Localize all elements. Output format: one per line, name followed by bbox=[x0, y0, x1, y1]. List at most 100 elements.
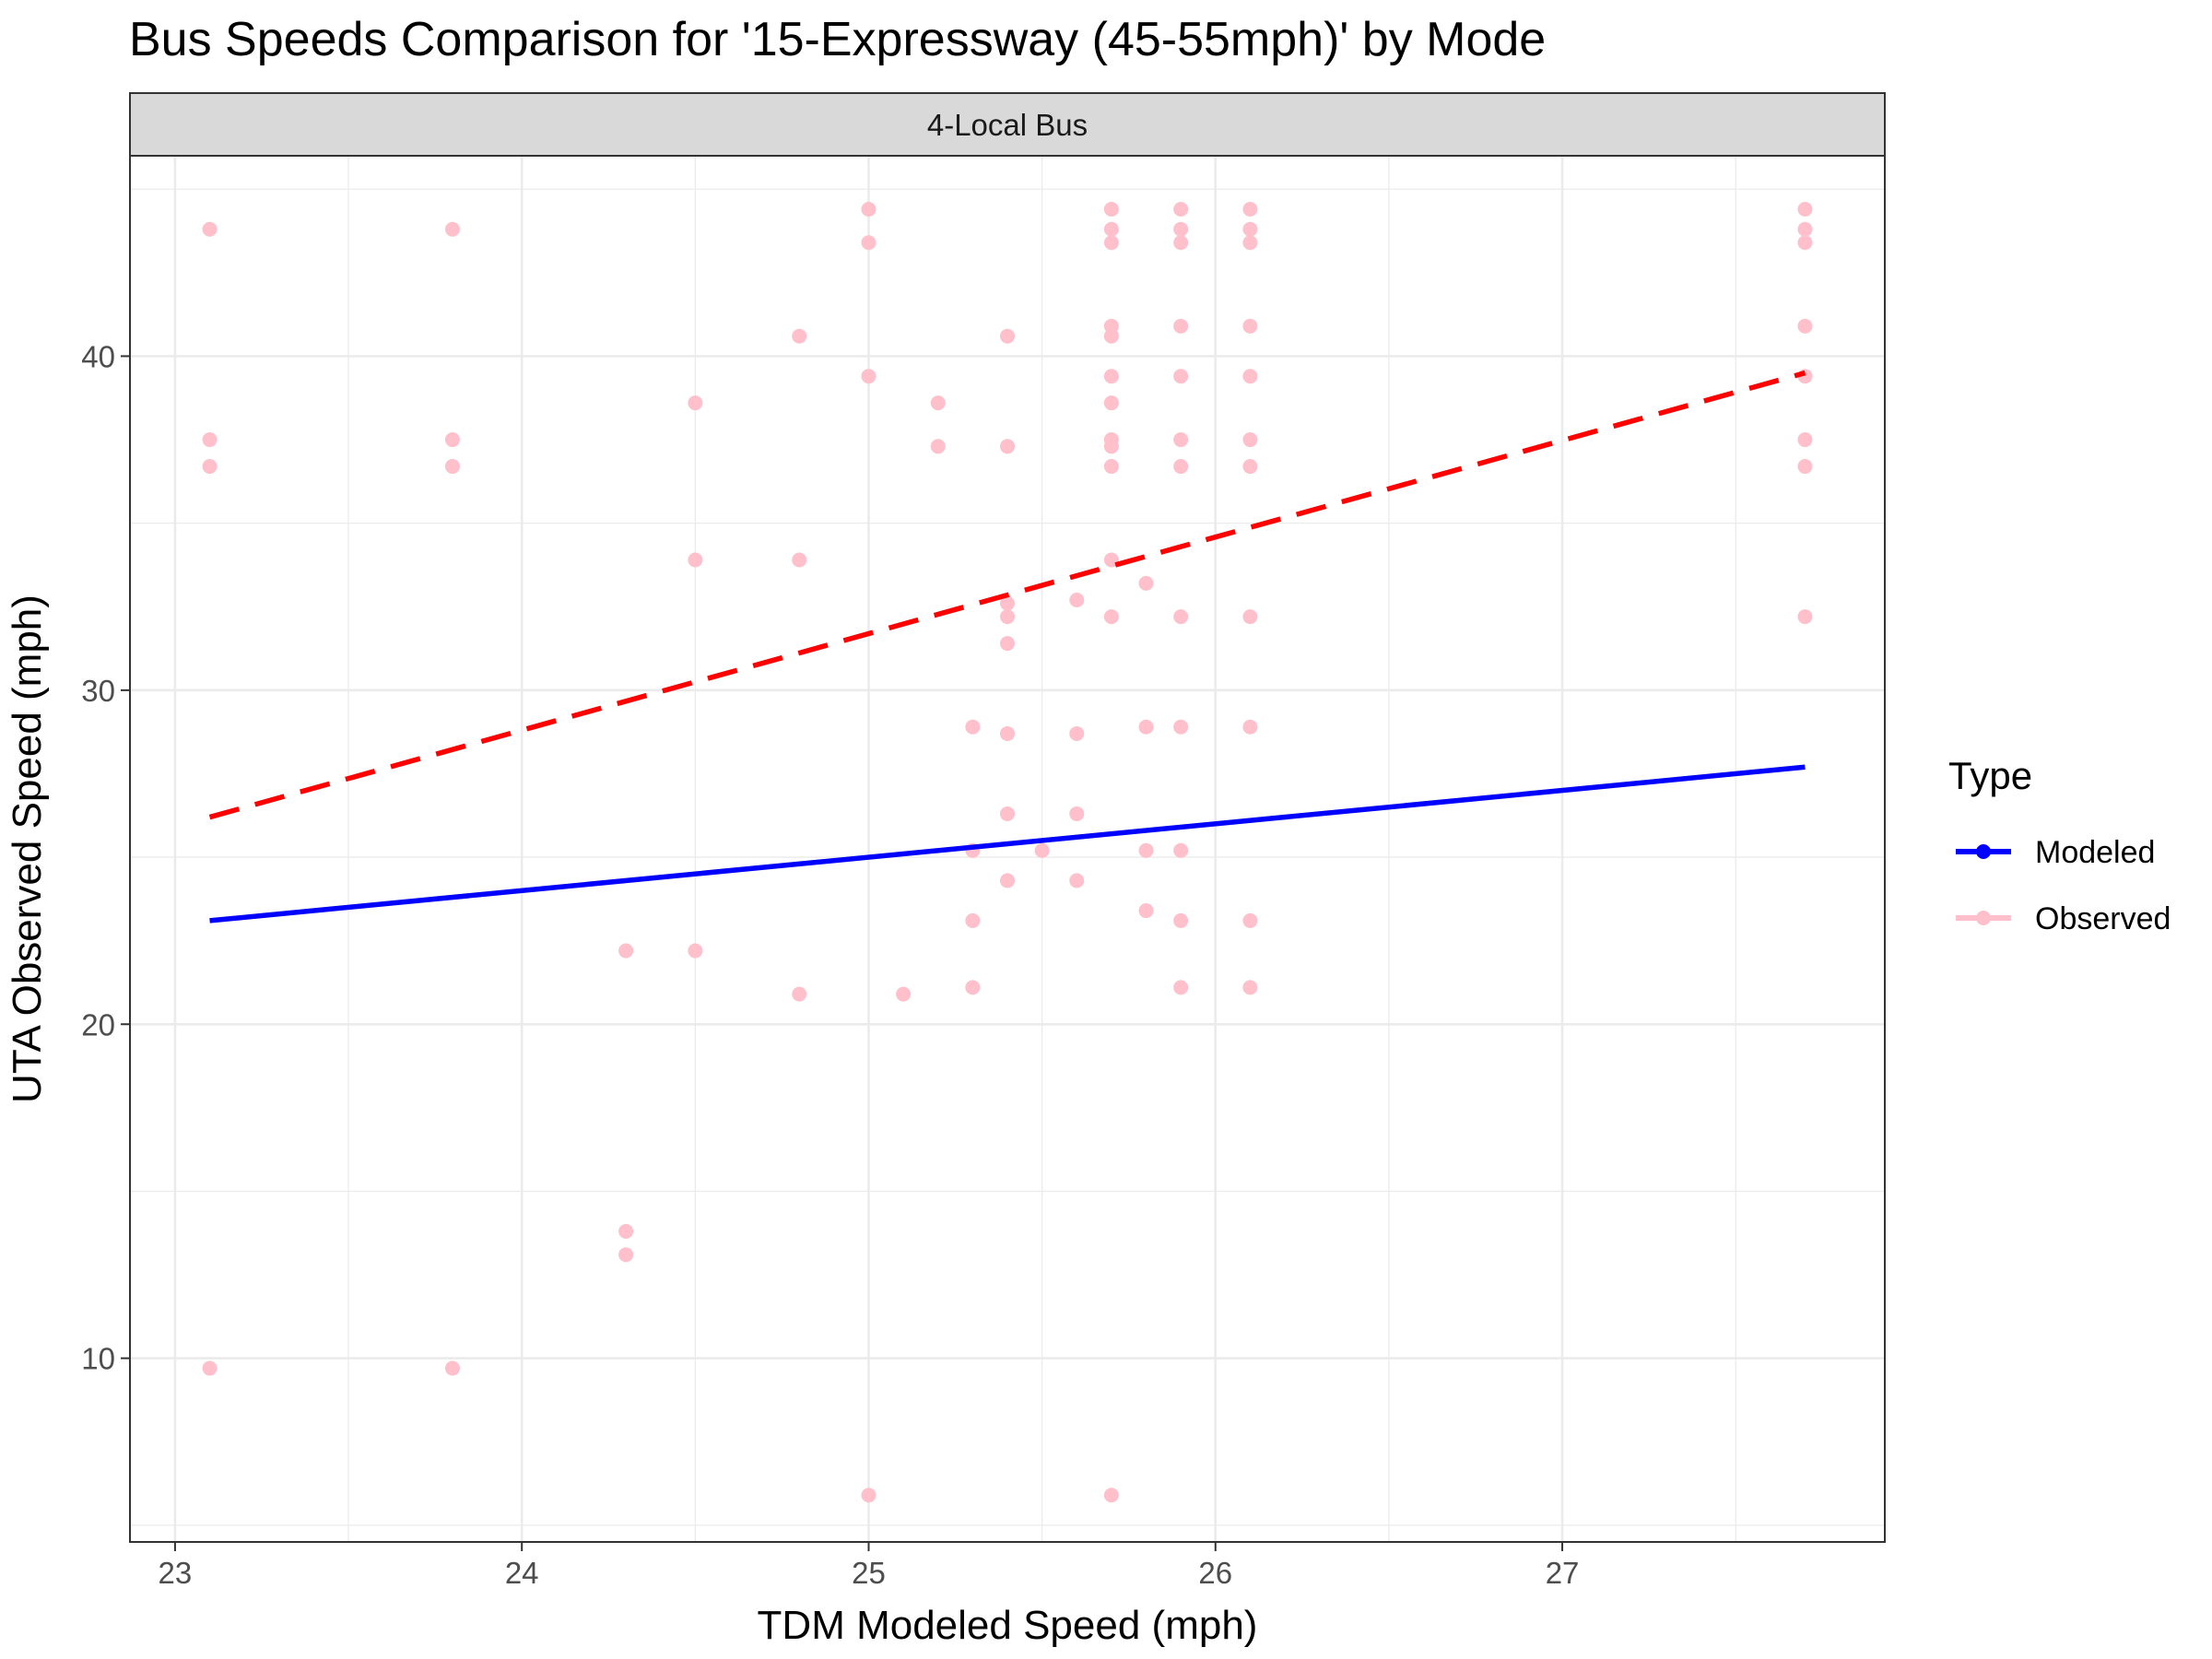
observed-point bbox=[1103, 1488, 1119, 1503]
x-tick-label: 24 bbox=[505, 1556, 539, 1590]
observed-point bbox=[1242, 432, 1258, 448]
observed-point bbox=[1242, 318, 1258, 334]
observed-point bbox=[1103, 395, 1119, 411]
observed-point bbox=[1797, 235, 1813, 251]
legend-title: Type bbox=[1948, 754, 2032, 797]
observed-point bbox=[1103, 221, 1119, 237]
observed-point bbox=[1173, 432, 1189, 448]
observed-point bbox=[1173, 980, 1189, 995]
y-tick-label: 40 bbox=[81, 339, 115, 373]
axis-ticks: 23 24 25 26 27 10 20 30 40 bbox=[81, 339, 1579, 1590]
legend-key-point bbox=[1976, 911, 1991, 925]
legend-label: Modeled bbox=[2035, 835, 2155, 870]
x-tick-label: 23 bbox=[159, 1556, 193, 1590]
observed-point bbox=[930, 395, 946, 411]
observed-point bbox=[1173, 235, 1189, 251]
observed-point bbox=[930, 439, 946, 454]
observed-point bbox=[861, 369, 877, 384]
observed-point bbox=[1000, 439, 1015, 454]
observed-point bbox=[1069, 806, 1085, 821]
observed-trend-line bbox=[208, 370, 1806, 820]
observed-point bbox=[1797, 318, 1813, 334]
observed-point bbox=[444, 1360, 460, 1376]
observed-point bbox=[688, 395, 703, 411]
observed-point bbox=[1173, 318, 1189, 334]
observed-point bbox=[965, 980, 981, 995]
observed-point bbox=[896, 986, 912, 1002]
observed-point bbox=[1000, 636, 1015, 652]
observed-point bbox=[202, 459, 218, 475]
x-axis-title: TDM Modeled Speed (mph) bbox=[758, 1603, 1258, 1648]
observed-point bbox=[1242, 609, 1258, 625]
observed-point bbox=[688, 552, 703, 568]
observed-point bbox=[1000, 873, 1015, 888]
observed-point bbox=[618, 1247, 634, 1263]
observed-point bbox=[1242, 235, 1258, 251]
x-tick-label: 27 bbox=[1546, 1556, 1580, 1590]
y-tick-label: 10 bbox=[81, 1342, 115, 1376]
y-tick-label: 30 bbox=[81, 674, 115, 708]
observed-point bbox=[1000, 609, 1015, 625]
observed-point bbox=[1173, 459, 1189, 475]
observed-point bbox=[1797, 609, 1813, 625]
observed-point bbox=[861, 235, 877, 251]
observed-point bbox=[1797, 432, 1813, 448]
observed-point bbox=[1242, 201, 1258, 217]
observed-point bbox=[1242, 459, 1258, 475]
observed-point bbox=[1242, 719, 1258, 735]
chart-title: Bus Speeds Comparison for '15-Expressway… bbox=[129, 13, 1546, 66]
observed-point bbox=[1797, 201, 1813, 217]
gridlines bbox=[130, 156, 1885, 1542]
observed-point bbox=[792, 986, 807, 1002]
observed-point bbox=[861, 201, 877, 217]
observed-point bbox=[1173, 369, 1189, 384]
observed-point bbox=[1069, 873, 1085, 888]
observed-point bbox=[965, 719, 981, 735]
modeled-line bbox=[209, 764, 1806, 924]
legend-label: Observed bbox=[2035, 901, 2171, 936]
observed-point bbox=[1797, 221, 1813, 237]
x-tick-label: 25 bbox=[852, 1556, 886, 1590]
observed-point bbox=[1103, 459, 1119, 475]
observed-point bbox=[444, 432, 460, 448]
observed-point bbox=[1173, 719, 1189, 735]
observed-point bbox=[1103, 439, 1119, 454]
observed-point bbox=[202, 221, 218, 237]
observed-point bbox=[1000, 328, 1015, 344]
observed-point bbox=[1173, 912, 1189, 928]
observed-point bbox=[444, 221, 460, 237]
observed-point bbox=[1242, 221, 1258, 237]
observed-point bbox=[1103, 369, 1119, 384]
observed-point bbox=[1138, 903, 1154, 919]
observed-point bbox=[1797, 459, 1813, 475]
observed-point bbox=[444, 459, 460, 475]
observed-point bbox=[965, 912, 981, 928]
observed-point bbox=[1173, 842, 1189, 858]
observed-point bbox=[1138, 842, 1154, 858]
observed-point bbox=[1173, 609, 1189, 625]
observed-point bbox=[1000, 806, 1015, 821]
observed-point bbox=[792, 552, 807, 568]
plot-panel bbox=[130, 156, 1885, 1542]
data-marks bbox=[202, 201, 1813, 1503]
observed-point bbox=[1242, 369, 1258, 384]
observed-point bbox=[1103, 609, 1119, 625]
observed-point bbox=[202, 432, 218, 448]
observed-point bbox=[618, 1223, 634, 1239]
legend: Type Modeled Observed bbox=[1948, 754, 2171, 936]
observed-point bbox=[1103, 328, 1119, 344]
observed-point bbox=[1242, 980, 1258, 995]
observed-point bbox=[1069, 725, 1085, 741]
observed-point bbox=[1173, 201, 1189, 217]
legend-key-point bbox=[1976, 844, 1991, 859]
observed-point bbox=[1103, 235, 1119, 251]
observed-point bbox=[688, 943, 703, 959]
facet-label: 4-Local Bus bbox=[927, 108, 1088, 142]
observed-point bbox=[618, 943, 634, 959]
observed-point bbox=[1138, 575, 1154, 591]
observed-point bbox=[1069, 593, 1085, 608]
observed-point bbox=[861, 1488, 877, 1503]
panel-border bbox=[129, 155, 1886, 1543]
observed-point bbox=[202, 1360, 218, 1376]
